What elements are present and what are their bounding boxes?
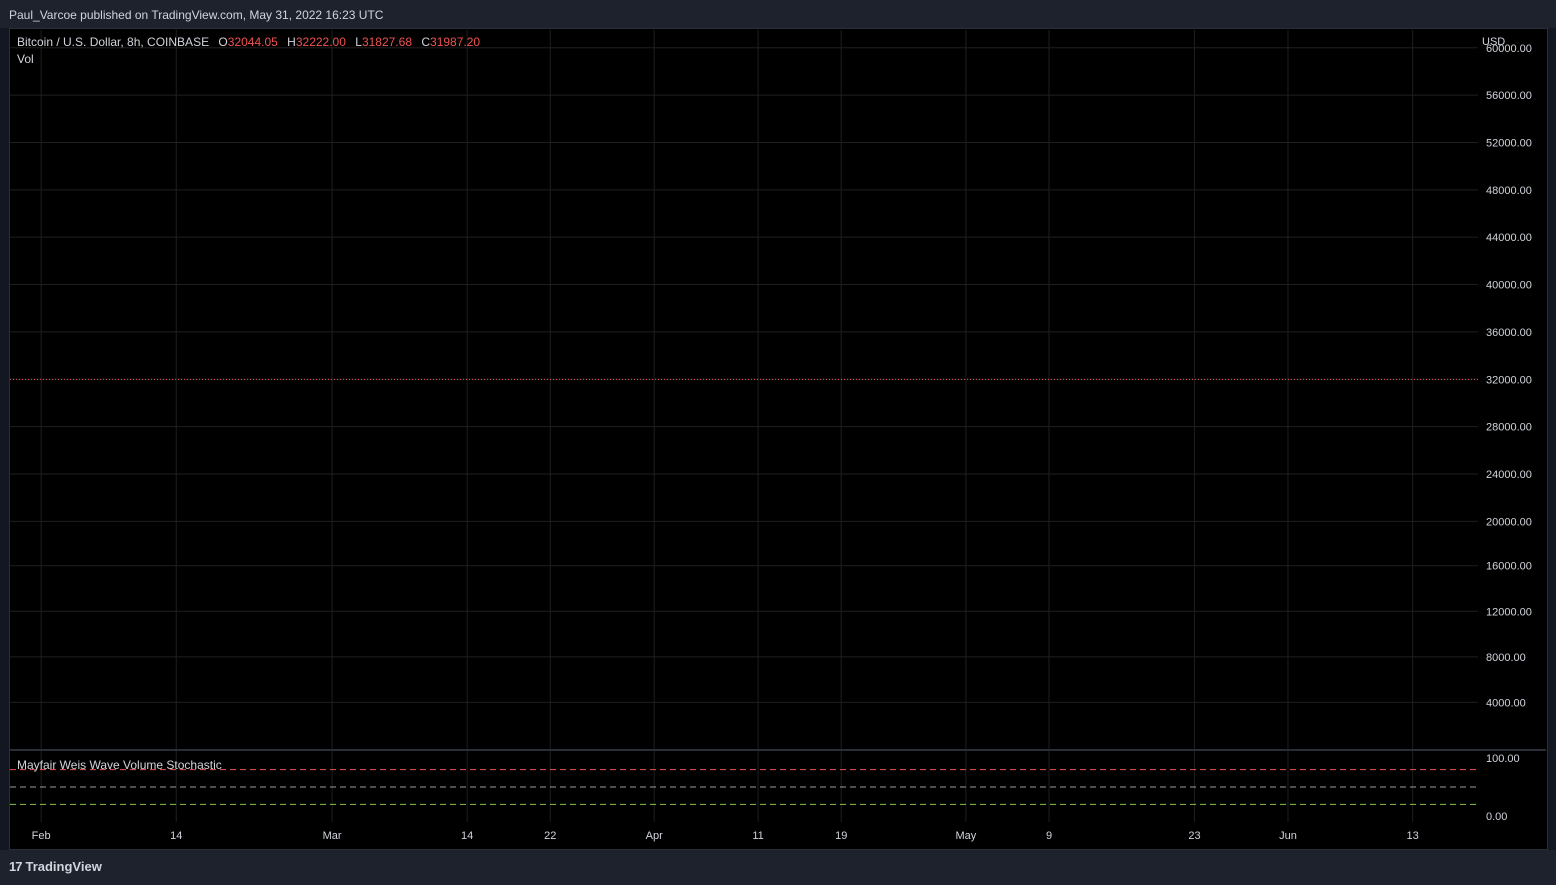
price-tick-label: 40000.00 (1486, 280, 1532, 292)
tradingview-logo-icon: 17 (9, 859, 23, 874)
publisher-info: Paul_Varcoe published on TradingView.com… (9, 8, 384, 22)
indicator-legend[interactable]: Mayfair Weis Wave Volume Stochastic (17, 758, 222, 772)
tradingview-logo-text: TradingView (25, 859, 102, 874)
stoch-tick-label: 100.00 (1486, 753, 1520, 765)
symbol-title: Bitcoin / U.S. Dollar, 8h, COINBASE (17, 35, 210, 49)
footer-bar: 17 TradingView (0, 850, 1556, 885)
symbol-legend[interactable]: Bitcoin / U.S. Dollar, 8h, COINBASE O320… (17, 35, 486, 49)
time-tick-label: 23 (1188, 830, 1200, 842)
volume-tick-label: 12000.00 (1486, 606, 1532, 618)
price-tick-label: 32000.00 (1486, 374, 1532, 386)
open-value: 32044.05 (227, 35, 278, 49)
grid-lines (10, 30, 1478, 822)
stoch-tick-label: 0.00 (1486, 811, 1507, 823)
chart-panel[interactable] (9, 28, 1548, 850)
time-tick-label: Apr (646, 830, 663, 842)
volume-tick-label: 16000.00 (1486, 561, 1532, 573)
low-label: L (355, 35, 362, 49)
time-tick-label: 11 (752, 830, 763, 842)
price-tick-label: 36000.00 (1486, 327, 1532, 339)
high-label: H (287, 35, 296, 49)
top-bar: Paul_Varcoe published on TradingView.com… (0, 0, 1556, 28)
stochastic-pane (10, 769, 1478, 805)
price-tick-label: 56000.00 (1486, 90, 1532, 102)
high-value: 32222.00 (295, 35, 346, 49)
time-tick-label: Feb (32, 830, 51, 842)
close-value: 31987.20 (430, 35, 481, 49)
volume-tick-label: 8000.00 (1486, 652, 1526, 664)
price-tick-label: 44000.00 (1486, 232, 1532, 244)
volume-legend[interactable]: Vol (17, 52, 34, 66)
price-tick-label: 24000.00 (1486, 469, 1532, 481)
volume-tick-label: 4000.00 (1486, 697, 1526, 709)
time-tick-label: Jun (1279, 830, 1297, 842)
time-tick-label: 14 (461, 830, 473, 842)
price-tick-label: 20000.00 (1486, 516, 1532, 528)
price-tick-label: 28000.00 (1486, 422, 1532, 434)
close-label: C (421, 35, 431, 49)
open-label: O (218, 35, 228, 49)
price-tick-label: 60000.00 (1486, 43, 1532, 55)
time-tick-label: 19 (835, 830, 847, 842)
currency-label: USD (1482, 36, 1505, 48)
time-axis: Feb 14 Mar 14 22 Apr 11 19 May 9 23 Jun 13 (32, 830, 1419, 842)
volume-label: Vol (17, 52, 34, 66)
time-tick-label: 13 (1407, 830, 1419, 842)
time-tick-label: May (955, 830, 976, 842)
indicator-label: Mayfair Weis Wave Volume Stochastic (17, 758, 222, 772)
low-value: 31827.68 (361, 35, 412, 49)
time-tick-label: Mar (323, 830, 342, 842)
time-tick-label: 9 (1046, 830, 1052, 842)
price-tick-label: 48000.00 (1486, 185, 1532, 197)
time-tick-label: 14 (170, 830, 182, 842)
time-tick-label: 22 (544, 830, 556, 842)
price-tick-label: 52000.00 (1486, 137, 1532, 149)
tradingview-logo[interactable]: 17 TradingView (9, 859, 102, 874)
